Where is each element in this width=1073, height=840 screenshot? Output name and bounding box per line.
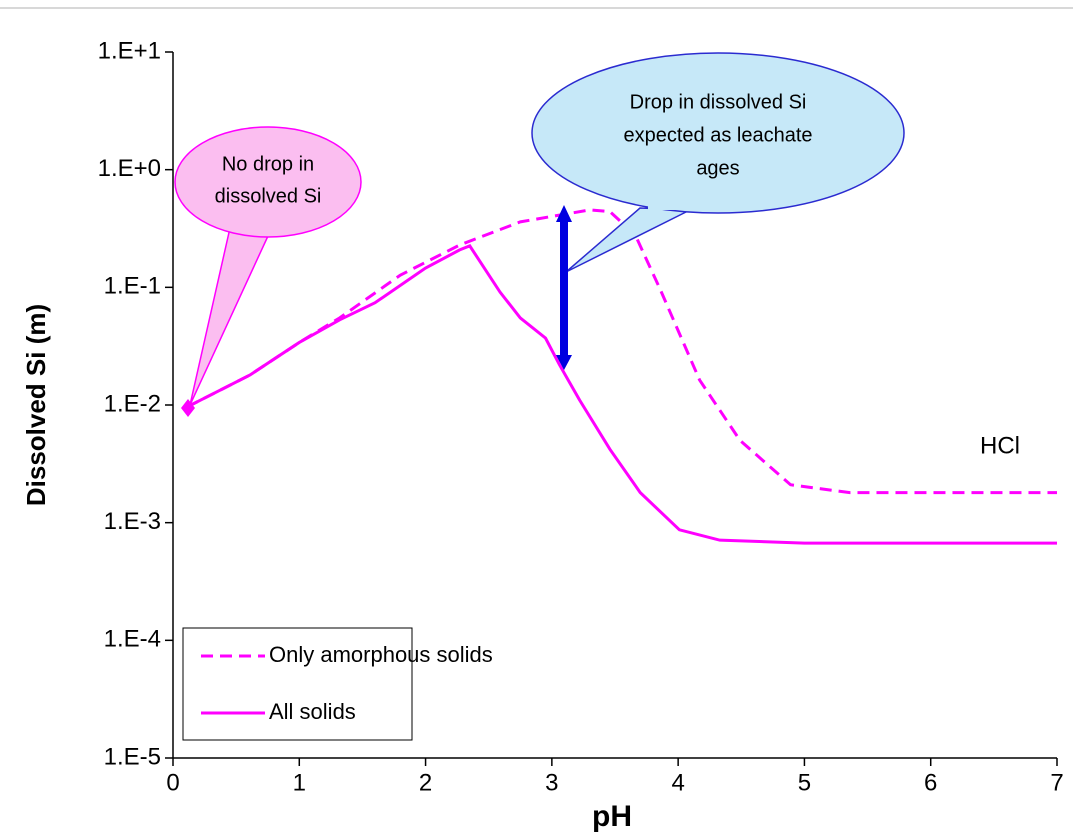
x-tick-label: 4 — [671, 769, 684, 796]
x-tick-label: 3 — [545, 769, 558, 796]
callout-cover — [648, 200, 698, 210]
y-tick-label: 1.E+0 — [98, 155, 161, 182]
x-tick-label: 2 — [419, 769, 432, 796]
x-tick-label: 6 — [924, 769, 937, 796]
callout-cover — [222, 176, 314, 192]
y-axis-label: Dissolved Si (m) — [21, 304, 51, 506]
y-tick-label: 1.E+1 — [98, 37, 161, 64]
legend-box — [182, 627, 413, 741]
x-tick-label: 0 — [166, 769, 179, 796]
legend-label: All solids — [269, 699, 356, 724]
y-tick-label: 1.E-2 — [104, 390, 161, 417]
y-tick-label: 1.E-3 — [104, 508, 161, 535]
series-line — [186, 244, 1057, 545]
x-tick-label: 1 — [293, 769, 306, 796]
y-tick-label: 1.E-4 — [104, 626, 161, 653]
callout-text: No drop in — [222, 153, 314, 175]
marker — [181, 399, 195, 417]
callout-text: expected as leachate — [623, 124, 812, 146]
x-axis-label: pH — [592, 800, 632, 833]
callout-bubble — [531, 52, 905, 214]
callout-text: dissolved Si — [215, 185, 322, 207]
x-tick-label: 7 — [1050, 769, 1063, 796]
legend-label: Only amorphous solids — [269, 642, 493, 667]
annotation-label: HCl — [980, 432, 1020, 459]
y-tick-label: 1.E-1 — [104, 273, 161, 300]
y-tick-label: 1.E-5 — [104, 743, 161, 770]
arrow-head — [556, 205, 572, 370]
callout-text: Drop in dissolved Si — [630, 91, 807, 113]
x-tick-label: 5 — [798, 769, 811, 796]
callout-text: ages — [696, 157, 739, 179]
